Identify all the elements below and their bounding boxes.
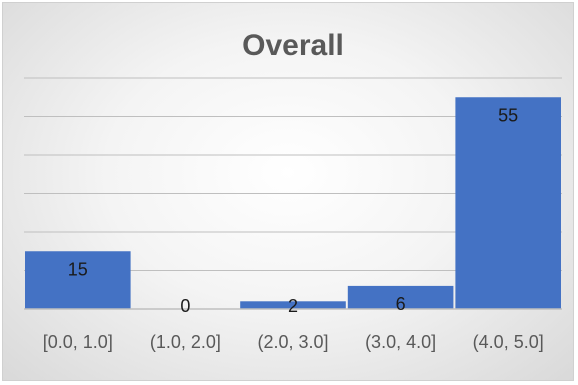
data-label: 0 [180,296,190,316]
data-label: 55 [498,105,518,125]
x-tick-label: (1.0, 2.0] [150,332,221,352]
x-tick-label: (3.0, 4.0] [365,332,436,352]
bars [25,97,561,309]
bar [25,251,131,309]
data-label: 15 [68,259,88,279]
data-label: 6 [396,294,406,314]
x-tick-label: [0.0, 1.0] [43,332,113,352]
chart-title: Overall [242,29,344,62]
bar [455,97,561,309]
data-labels: 15 0 2 6 55 [68,105,518,316]
bar [240,301,346,309]
data-label: 2 [288,296,298,316]
x-tick-label: (2.0, 3.0] [257,332,328,352]
bar [347,285,454,309]
x-tick-labels: [0.0, 1.0] (1.0, 2.0] (2.0, 3.0] (3.0, 4.0]… [43,332,544,352]
x-tick-label: (4.0, 5.0] [473,332,544,352]
